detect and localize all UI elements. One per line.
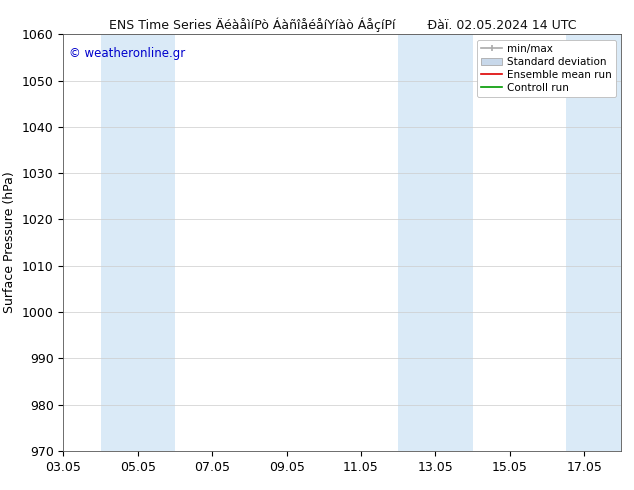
Bar	[101, 34, 175, 451]
Title: ENS Time Series ÄéàåìíPò ÁàñîåéåíYíàò ÁåçíPí        Đàï. 02.05.2024 14 UTC: ENS Time Series ÄéàåìíPò ÁàñîåéåíYíàò Áå…	[108, 17, 576, 32]
Y-axis label: Surface Pressure (hPa): Surface Pressure (hPa)	[3, 172, 16, 314]
Text: © weatheronline.gr: © weatheronline.gr	[69, 47, 185, 60]
Legend: min/max, Standard deviation, Ensemble mean run, Controll run: min/max, Standard deviation, Ensemble me…	[477, 40, 616, 97]
Bar	[566, 34, 634, 451]
Bar	[398, 34, 472, 451]
